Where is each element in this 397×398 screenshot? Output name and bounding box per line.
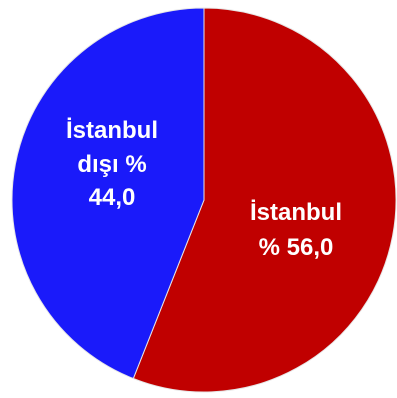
pie-labels: İstanbul % 56,0 İstanbul dışı % 44,0 (66, 117, 342, 261)
slice-label-istanbul-disi-line-2: dışı % (77, 151, 146, 178)
slice-label-istanbul-line-1: İstanbul (250, 199, 342, 226)
pie-slice-istanbul (132, 7, 397, 393)
pie-slices (11, 7, 397, 393)
slice-label-istanbul-line-2: % 56,0 (259, 234, 334, 261)
pie-slice-istanbul-disi (11, 7, 205, 380)
slice-label-istanbul-disi-line-3: 44,0 (89, 184, 136, 211)
slice-label-istanbul-disi-line-1: İstanbul (66, 117, 158, 144)
